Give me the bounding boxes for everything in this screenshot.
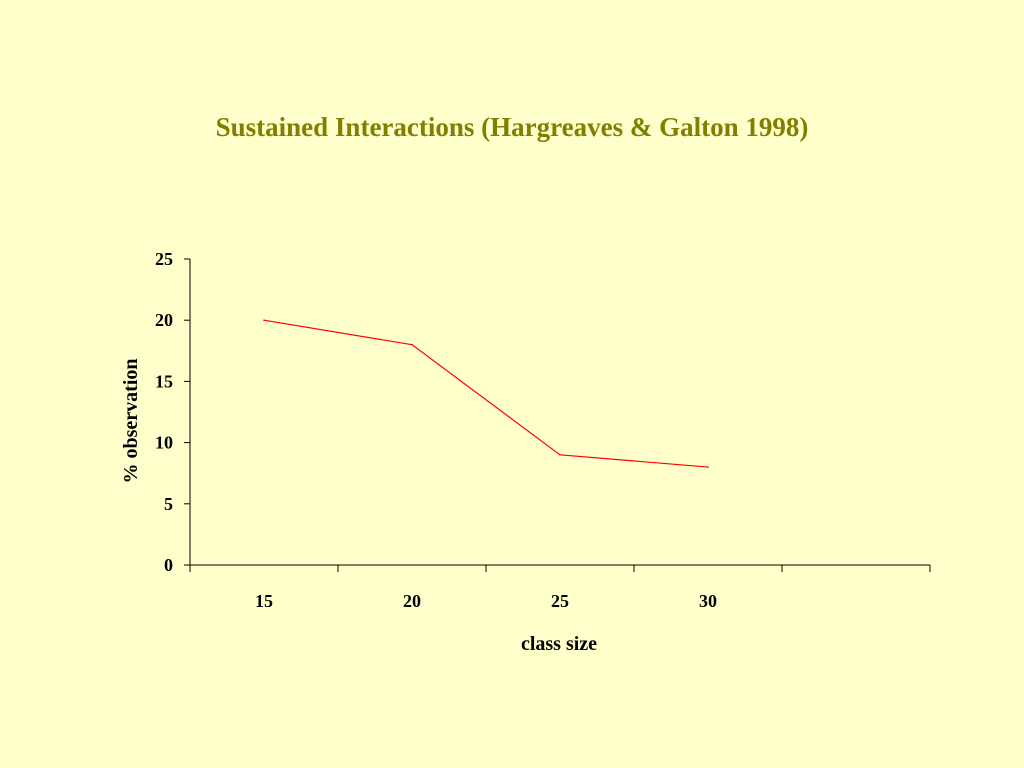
y-tick-label: 10 [155, 433, 173, 453]
plot-axes [189, 259, 930, 566]
x-axis-ticks: 15 20 25 30 [189, 565, 931, 611]
series-line [263, 319, 709, 468]
data-point [263, 319, 265, 322]
x-tick-label: 20 [403, 591, 421, 611]
data-point [559, 454, 561, 456]
data-point [411, 343, 413, 346]
y-axis-title: % observation [120, 359, 142, 484]
x-tick-label: 25 [551, 591, 569, 611]
x-tick-label: 15 [255, 591, 273, 611]
x-tick-label: 30 [699, 591, 717, 611]
y-tick-label: 0 [164, 555, 173, 575]
data-point [707, 466, 709, 468]
chart-title: Sustained Interactions (Hargreaves & Gal… [215, 112, 809, 142]
y-tick-label: 15 [155, 371, 173, 391]
y-tick-label: 5 [164, 494, 173, 514]
x-axis-title: class size [521, 633, 597, 655]
y-tick-label: 25 [155, 249, 173, 269]
series-lines [263, 319, 709, 468]
y-tick-label: 20 [155, 310, 173, 330]
y-axis-ticks: 0 5 10 15 20 25 [155, 249, 190, 575]
